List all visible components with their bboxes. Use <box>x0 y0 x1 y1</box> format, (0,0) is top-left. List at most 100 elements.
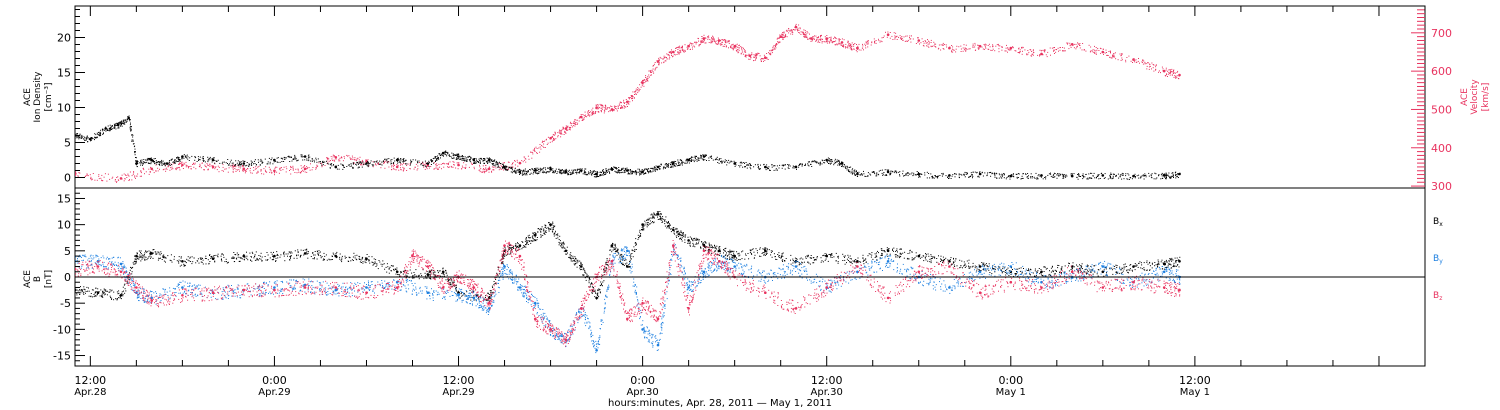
density-series-sample <box>740 164 742 166</box>
density-series-sample <box>122 122 124 124</box>
density-series-sample <box>398 161 400 163</box>
velocity-series-sample <box>125 174 126 176</box>
velocity-series-sample <box>653 65 655 66</box>
density-series-sample <box>603 171 605 173</box>
velocity-series-sample <box>926 42 928 44</box>
density-series-sample <box>602 169 604 171</box>
velocity-series-sample <box>703 40 705 42</box>
density-series-sample <box>1167 174 1169 176</box>
bx-series-sample <box>148 250 150 252</box>
velocity-series-sample <box>232 171 234 173</box>
density-series-sample <box>113 123 115 125</box>
velocity-series-sample <box>306 168 308 170</box>
density-series-sample <box>615 167 617 169</box>
velocity-series-sample <box>1151 68 1152 70</box>
density-series-sample <box>115 123 117 125</box>
velocity-series-point <box>211 165 215 169</box>
velocity-series-sample <box>424 163 426 165</box>
velocity-series-sample <box>566 126 568 128</box>
bx-series-sample <box>105 291 107 292</box>
bx-series-sample <box>195 262 197 264</box>
density-series-sample <box>433 162 435 164</box>
velocity-series-sample <box>1108 51 1110 52</box>
density-series-sample <box>1172 175 1174 177</box>
velocity-series-sample <box>486 170 488 172</box>
velocity-series-sample <box>321 166 323 168</box>
density-series-sample <box>511 166 513 168</box>
velocity-series-sample <box>318 162 320 164</box>
velocity-series-sample <box>224 168 226 170</box>
velocity-series-sample <box>265 166 267 168</box>
density-series-sample <box>1037 178 1039 179</box>
density-series-sample <box>100 129 102 131</box>
density-series-sample <box>1089 177 1091 179</box>
velocity-series-sample <box>1075 43 1077 45</box>
density-series-sample <box>78 137 80 138</box>
density-series-sample <box>475 161 477 163</box>
velocity-series-sample <box>1076 46 1078 48</box>
velocity-series-sample <box>755 54 757 56</box>
velocity-series-sample <box>215 166 217 168</box>
density-series-sample <box>555 168 557 170</box>
density-series-sample <box>437 158 439 160</box>
velocity-series-sample <box>1170 72 1171 74</box>
density-series-point <box>395 158 399 162</box>
velocity-series-sample <box>740 53 742 55</box>
density-series-sample <box>191 155 193 157</box>
velocity-series-sample <box>1121 53 1123 55</box>
density-series-sample <box>793 167 795 169</box>
density-series-sample <box>738 165 740 166</box>
velocity-series-sample <box>1133 61 1135 63</box>
density-series-sample <box>504 165 506 167</box>
velocity-series-sample <box>985 44 987 46</box>
velocity-series-sample <box>536 153 538 154</box>
density-series-sample <box>706 160 707 161</box>
density-series-sample <box>1013 176 1015 178</box>
bx-series-sample <box>259 255 261 257</box>
density-series-sample <box>758 167 760 169</box>
bx-series-sample <box>159 254 161 256</box>
velocity-series-sample <box>582 119 584 121</box>
density-series-sample <box>627 172 629 174</box>
density-series-sample <box>159 164 161 166</box>
bx-series-sample <box>134 255 135 257</box>
velocity-series-sample <box>541 145 542 147</box>
density-series-sample <box>850 172 852 174</box>
velocity-series-sample <box>793 29 795 31</box>
density-series-sample <box>87 137 89 139</box>
velocity-series-sample <box>1177 70 1179 72</box>
density-series-sample <box>530 172 532 174</box>
density-series-sample <box>728 159 730 161</box>
density-series-sample <box>295 156 297 158</box>
density-series-sample <box>1047 174 1049 176</box>
density-series-sample <box>470 157 472 159</box>
density-series-sample <box>76 136 78 138</box>
velocity-series-sample <box>403 163 405 164</box>
velocity-series-sample <box>943 48 945 50</box>
velocity-series-sample <box>569 126 571 128</box>
velocity-series-sample <box>927 39 928 41</box>
density-series-sample <box>296 160 298 162</box>
density-series-sample <box>540 170 542 171</box>
density-series-sample <box>462 157 464 159</box>
density-series-sample <box>986 175 988 177</box>
velocity-series-sample <box>985 46 986 48</box>
velocity-series-sample <box>710 42 712 44</box>
density-series-sample <box>1109 174 1111 176</box>
velocity-series-sample <box>644 82 646 84</box>
velocity-series-sample <box>403 167 405 169</box>
density-series-sample <box>523 173 525 175</box>
density-series-sample <box>229 161 231 163</box>
velocity-series-sample <box>923 42 925 44</box>
density-series-sample <box>1177 177 1179 178</box>
density-series-sample <box>744 162 745 164</box>
density-series-sample <box>839 164 841 166</box>
density-series-sample <box>422 164 424 166</box>
density-series-sample <box>815 161 817 163</box>
velocity-series-sample <box>717 37 719 39</box>
bx-series-sample <box>173 256 175 258</box>
velocity-series-sample <box>473 166 475 168</box>
density-series-sample <box>1107 178 1109 180</box>
velocity-series-sample <box>792 33 794 35</box>
